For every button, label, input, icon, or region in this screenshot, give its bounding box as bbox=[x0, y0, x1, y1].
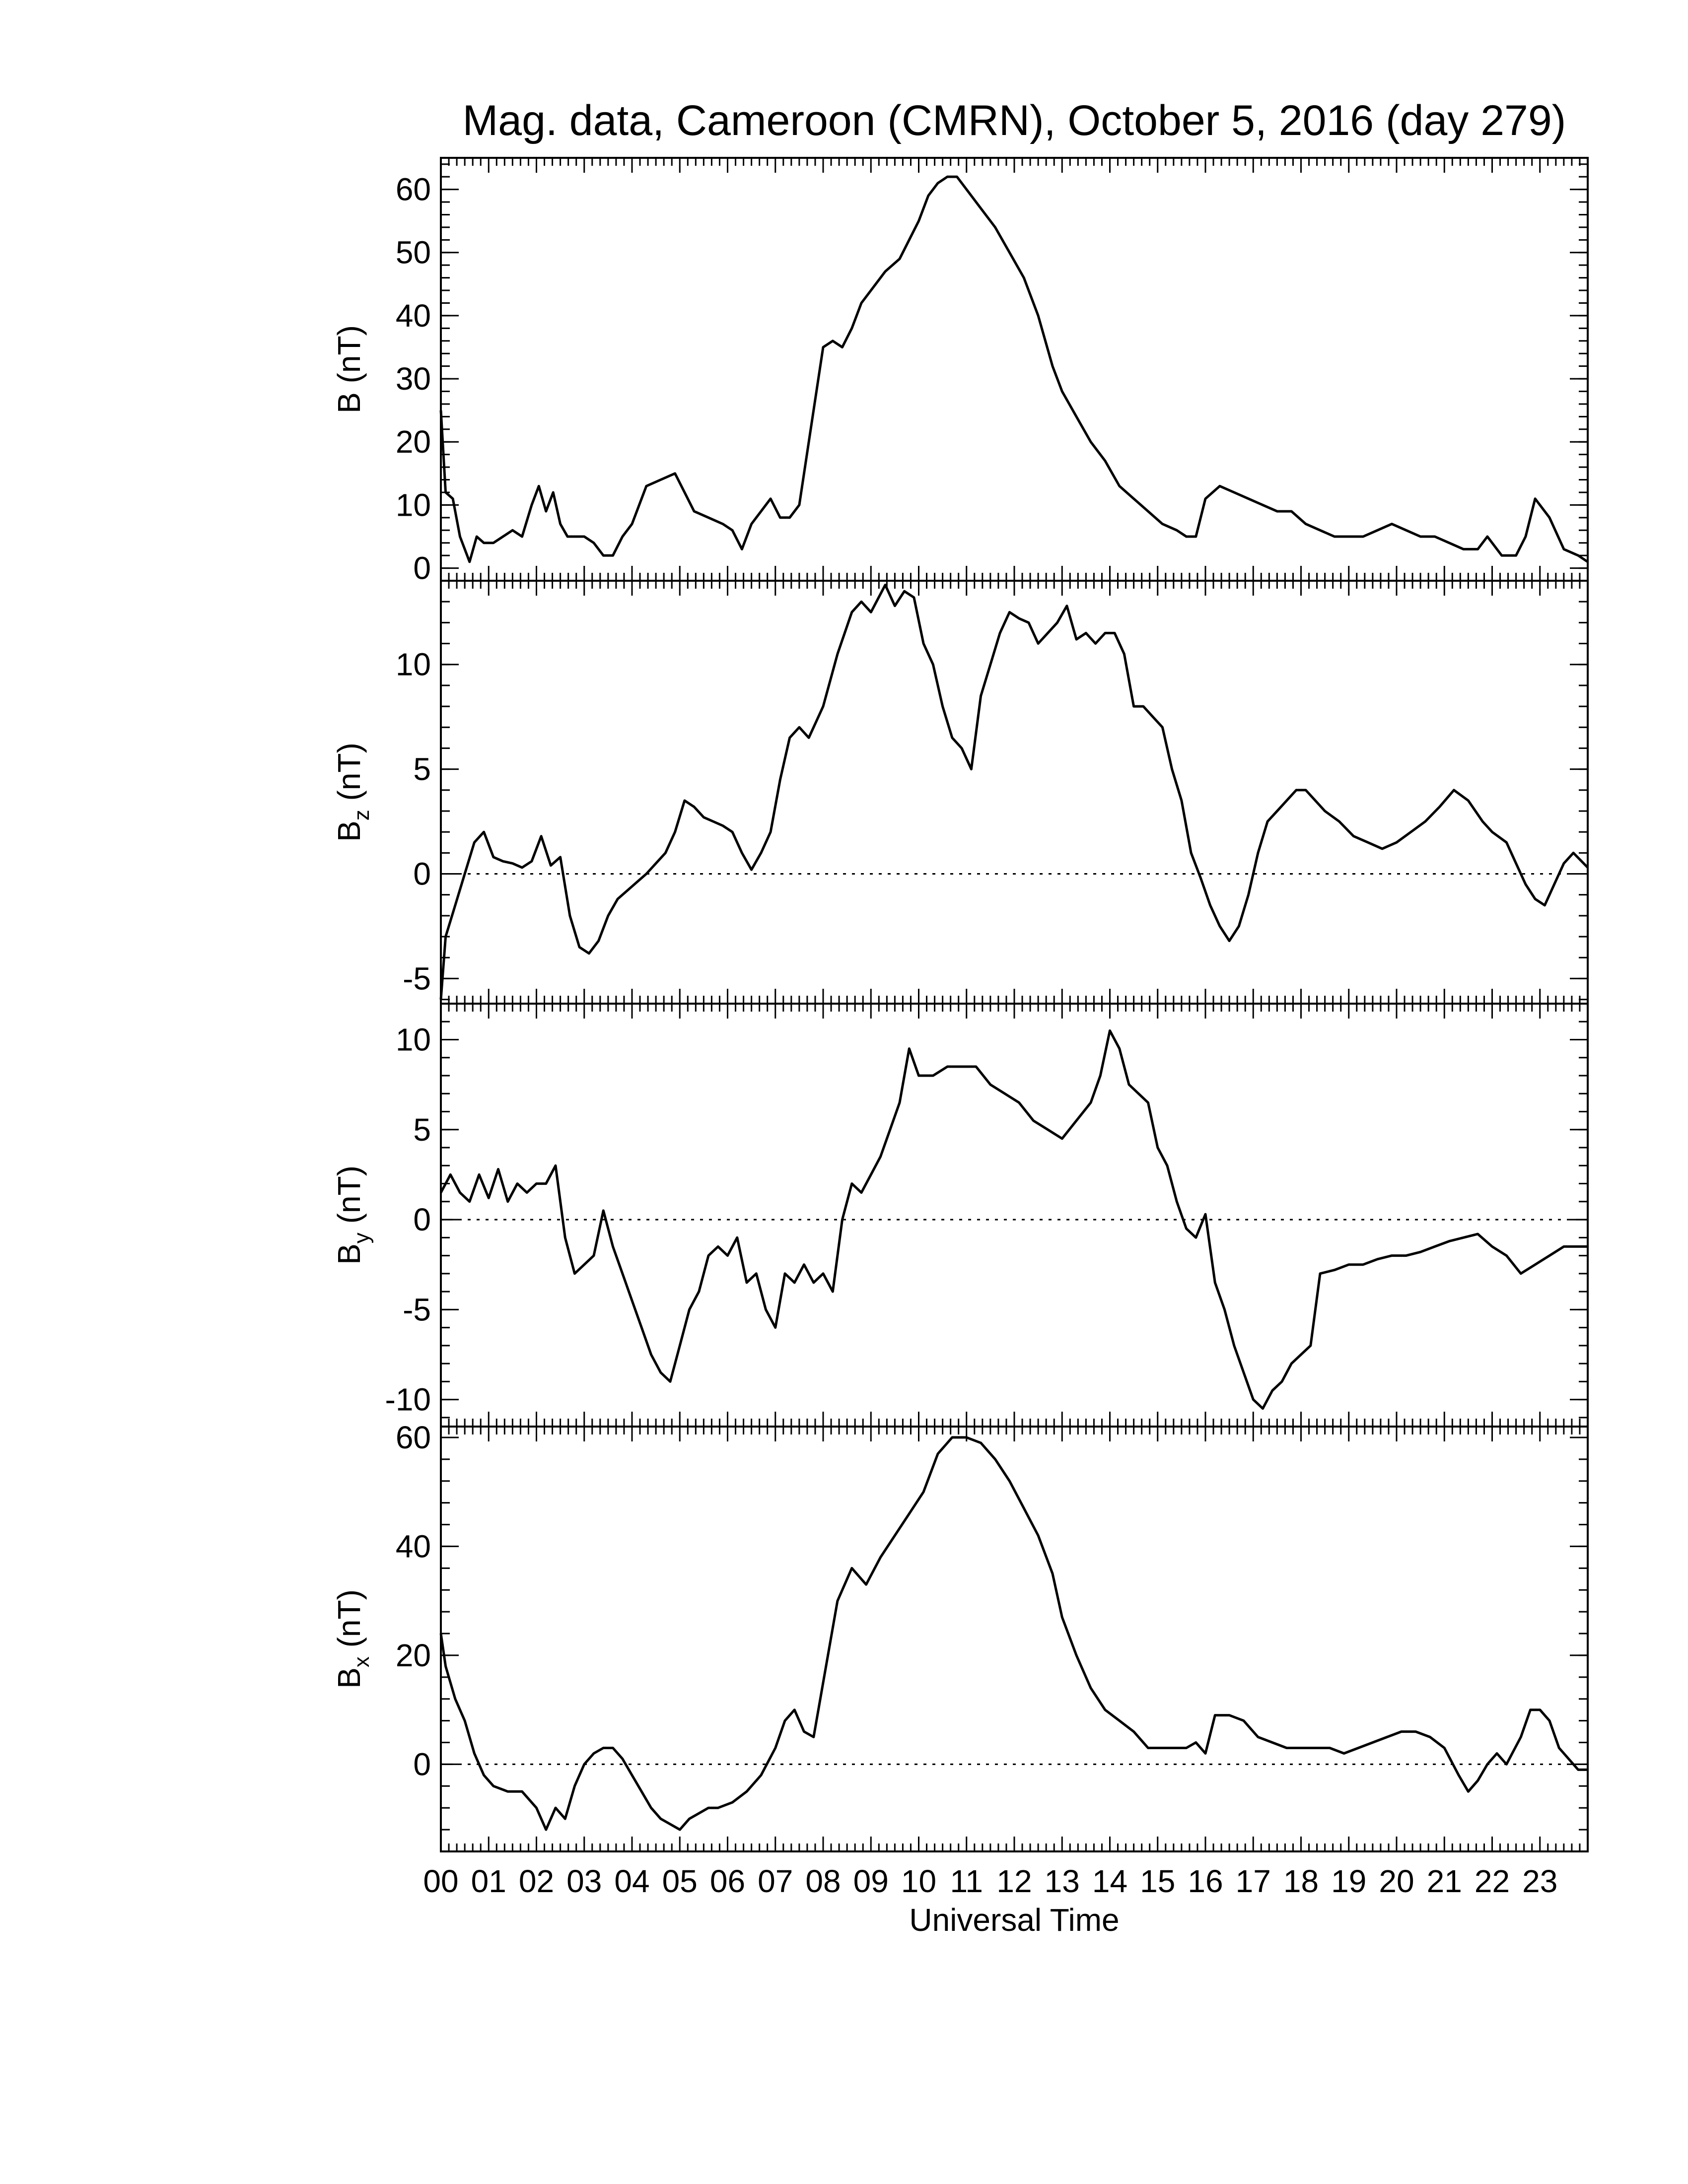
x-axis-label: Universal Time bbox=[909, 1902, 1119, 1938]
y-tick-label: 60 bbox=[396, 172, 431, 207]
series-line-B bbox=[439, 175, 1589, 563]
x-tick-label: 22 bbox=[1475, 1863, 1510, 1899]
panel-frame bbox=[440, 157, 1589, 582]
x-tick-label: 16 bbox=[1188, 1863, 1223, 1899]
panel-Bz: -5 0 5 10 Bz (nT) bbox=[331, 580, 1589, 1005]
x-tick-label: 03 bbox=[566, 1863, 602, 1899]
y-tick-label: 20 bbox=[396, 1638, 431, 1673]
x-tick-label: 15 bbox=[1140, 1863, 1175, 1899]
y-tick-label: 0 bbox=[413, 856, 431, 891]
y-tick-label: 5 bbox=[413, 751, 431, 787]
y-tick-label: 0 bbox=[413, 1202, 431, 1237]
y-tick-label: -5 bbox=[403, 960, 431, 996]
panels: 0 10 20 30 40 50 60 B (nT) -5 0 5 10 Bz (nT) -10 -5 0 5 1… bbox=[331, 157, 1589, 1852]
x-tick-label: 17 bbox=[1236, 1863, 1271, 1899]
y-tick-label: 10 bbox=[396, 647, 431, 682]
y-tick-label: 0 bbox=[413, 1746, 431, 1782]
y-tick-label: -5 bbox=[403, 1292, 431, 1327]
series-line-Bz bbox=[439, 583, 1589, 1000]
x-tick-label: 14 bbox=[1092, 1863, 1127, 1899]
series-line-By bbox=[439, 1029, 1588, 1410]
y-tick-label: 0 bbox=[413, 550, 431, 586]
x-tick-label: 04 bbox=[614, 1863, 649, 1899]
x-tick-label: 05 bbox=[662, 1863, 698, 1899]
x-tick-labels: 00 01 02 03 04 05 06 07 08 09 10 11 12 13 14 15 16 17 18 19… bbox=[423, 1863, 1557, 1899]
panel-frame bbox=[440, 580, 1589, 1005]
panel-frame bbox=[440, 1003, 1589, 1428]
x-tick-label: 11 bbox=[950, 1863, 983, 1899]
x-tick-label: 10 bbox=[901, 1863, 936, 1899]
x-tick-label: 02 bbox=[519, 1863, 554, 1899]
chart-title: Mag. data, Cameroon (CMRN), October 5, 2… bbox=[463, 97, 1566, 144]
x-tick-label: 12 bbox=[996, 1863, 1032, 1899]
x-tick-label: 19 bbox=[1331, 1863, 1366, 1899]
y-tick-label: -10 bbox=[385, 1382, 431, 1418]
x-tick-label: 08 bbox=[805, 1863, 841, 1899]
y-tick-label: 40 bbox=[396, 1528, 431, 1564]
series-line-Bx bbox=[439, 1436, 1588, 1831]
y-tick-label: 50 bbox=[396, 235, 431, 271]
panel-B: 0 10 20 30 40 50 60 B (nT) bbox=[331, 157, 1589, 586]
x-tick-label: 23 bbox=[1522, 1863, 1557, 1899]
x-tick-label: 07 bbox=[758, 1863, 793, 1899]
y-axis-label: By (nT) bbox=[331, 1165, 374, 1265]
y-axis-label: Bz (nT) bbox=[331, 743, 374, 842]
y-axis-label: Bx (nT) bbox=[331, 1589, 374, 1689]
panel-By: -10 -5 0 5 10 By (nT) bbox=[331, 1003, 1589, 1428]
y-tick-label: 40 bbox=[396, 298, 431, 334]
x-tick-label: 18 bbox=[1283, 1863, 1319, 1899]
y-tick-label: 10 bbox=[396, 1022, 431, 1058]
y-tick-label: 30 bbox=[396, 361, 431, 397]
x-tick-label: 20 bbox=[1379, 1863, 1414, 1899]
x-tick-label: 09 bbox=[853, 1863, 889, 1899]
y-axis-label: B (nT) bbox=[331, 325, 367, 413]
y-tick-label: 20 bbox=[396, 424, 431, 460]
y-tick-label: 10 bbox=[396, 487, 431, 523]
x-tick-label: 00 bbox=[423, 1863, 458, 1899]
panel-Bx: 0 20 40 60 Bx (nT) bbox=[331, 1420, 1589, 1852]
x-tick-label: 21 bbox=[1427, 1863, 1462, 1899]
y-tick-label: 5 bbox=[413, 1112, 431, 1148]
y-tick-label: 60 bbox=[396, 1420, 431, 1455]
x-tick-label: 13 bbox=[1045, 1863, 1080, 1899]
x-tick-label: 06 bbox=[710, 1863, 745, 1899]
x-tick-label: 01 bbox=[471, 1863, 506, 1899]
